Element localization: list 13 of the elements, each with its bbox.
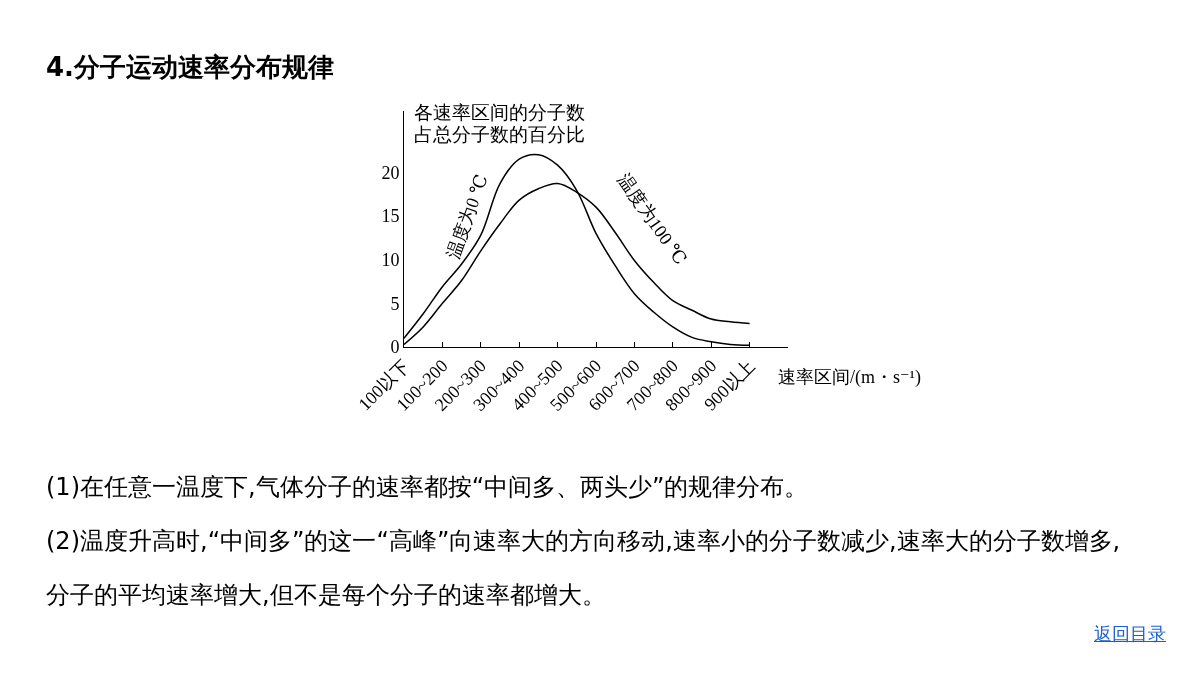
text: (1)在任意一温度下,气体分子的速率都按“中间多、两头少”的规律分布。 (46, 472, 810, 503)
y-tick-label: 20 (381, 162, 400, 183)
chart-title: 4.分子运动速率分布规律 (46, 51, 334, 84)
x-axis-title: 速率区间/(m・s⁻¹) (778, 366, 921, 389)
text: 温度为100 ℃ (613, 170, 691, 269)
text: (2)温度升高时,“中间多”的这一“高峰”向速率大的方向移动,速率小的分子数减少,速率大的分子数增多,分子的平均速率增大,但不是每个分子的速率都增大。 (46, 526, 1122, 611)
y-tick-label: 0 (390, 337, 400, 358)
text: 返回目录 (1094, 622, 1166, 646)
y-tick-label: 15 (381, 206, 400, 227)
y-tick-label: 5 (390, 293, 400, 314)
y-tick-label: 10 (381, 249, 400, 270)
text: 温度为0 ℃ (442, 171, 492, 262)
y-axis-title: 各速率区间的分子数占总分子数的百分比 (414, 101, 586, 145)
